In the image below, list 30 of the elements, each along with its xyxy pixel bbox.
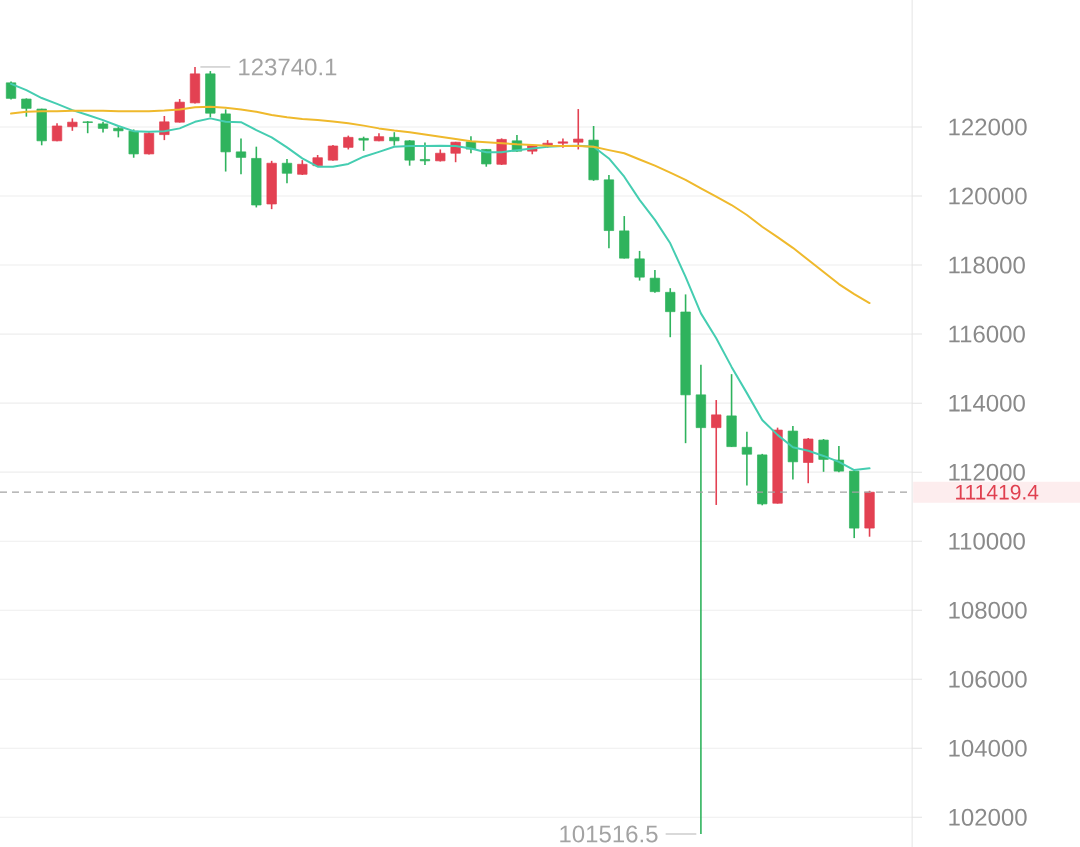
y-tick-label: 122000 (949, 118, 1027, 136)
candlestick (128, 128, 139, 159)
y-tick-label: 118000 (949, 256, 1025, 274)
y-tick-label: 104000 (949, 739, 1027, 757)
candlestick (573, 108, 584, 151)
candlestick (235, 137, 247, 176)
y-tick-label: 112000 (949, 463, 1025, 481)
candlestick (711, 399, 722, 506)
y-tick-label: 116000 (949, 325, 1025, 343)
y-tick-label: 120000 (949, 187, 1027, 205)
y-tick-label: 114000 (949, 394, 1025, 412)
y-tick-label: 110000 (949, 532, 1025, 550)
candlestick (174, 98, 185, 124)
y-tick-label: 108000 (949, 601, 1027, 619)
candlestick (281, 158, 293, 185)
candlestick (741, 430, 752, 487)
candlestick (803, 437, 814, 485)
annotation: 101516.5 (560, 825, 658, 843)
candlestick (21, 97, 32, 118)
ref-line-label: 111419.4 (956, 484, 1039, 500)
candlestick (695, 364, 707, 835)
candlestick (419, 141, 431, 166)
candlestick (665, 287, 676, 339)
candlestick (389, 131, 400, 147)
y-tick-label: 102000 (949, 808, 1027, 826)
candlestick (404, 139, 415, 167)
candlestick (649, 269, 661, 294)
y-tick-label: 106000 (949, 670, 1027, 688)
annotation: 123740.1 (239, 58, 337, 76)
candlestick (634, 250, 645, 282)
